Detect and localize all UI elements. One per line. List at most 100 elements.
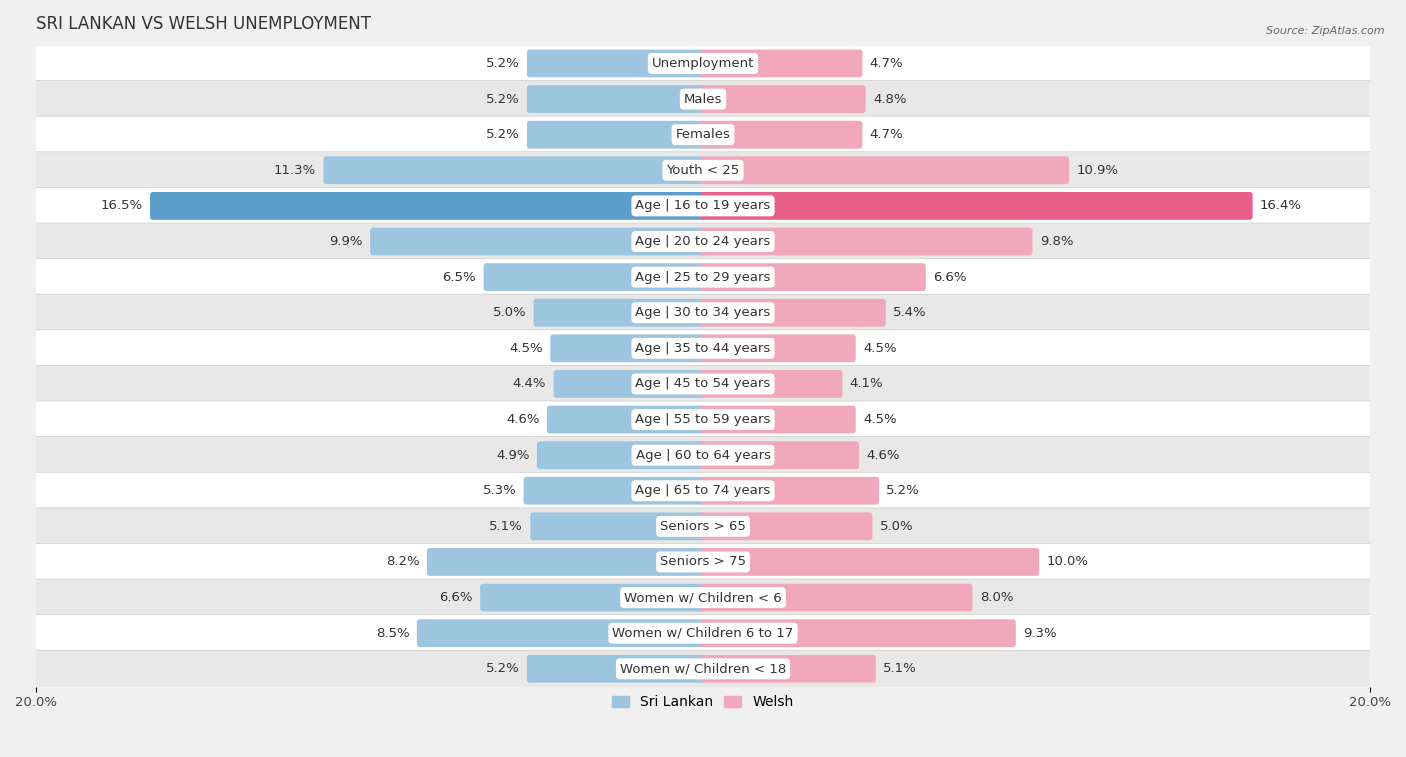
Text: 16.4%: 16.4% [1260,199,1302,213]
Text: 5.2%: 5.2% [886,484,920,497]
Text: 4.8%: 4.8% [873,92,907,105]
FancyBboxPatch shape [550,335,706,362]
FancyBboxPatch shape [481,584,706,612]
FancyBboxPatch shape [700,50,862,77]
Text: Unemployment: Unemployment [652,57,754,70]
Text: Women w/ Children < 6: Women w/ Children < 6 [624,591,782,604]
Text: Age | 30 to 34 years: Age | 30 to 34 years [636,307,770,319]
FancyBboxPatch shape [527,121,706,148]
Text: 5.0%: 5.0% [880,520,914,533]
Text: Age | 35 to 44 years: Age | 35 to 44 years [636,342,770,355]
FancyBboxPatch shape [35,472,1371,509]
Text: Males: Males [683,92,723,105]
FancyBboxPatch shape [323,157,706,184]
FancyBboxPatch shape [35,188,1371,224]
Text: 4.7%: 4.7% [870,57,904,70]
Text: 4.5%: 4.5% [863,342,897,355]
FancyBboxPatch shape [35,579,1371,616]
FancyBboxPatch shape [35,45,1371,82]
FancyBboxPatch shape [700,655,876,683]
FancyBboxPatch shape [537,441,706,469]
FancyBboxPatch shape [427,548,706,576]
Text: 9.3%: 9.3% [1024,627,1057,640]
FancyBboxPatch shape [35,615,1371,652]
FancyBboxPatch shape [700,512,872,540]
FancyBboxPatch shape [700,406,856,434]
Text: 10.9%: 10.9% [1077,164,1119,177]
Text: 9.9%: 9.9% [329,235,363,248]
FancyBboxPatch shape [370,228,706,255]
Text: 4.1%: 4.1% [849,378,883,391]
FancyBboxPatch shape [416,619,706,647]
FancyBboxPatch shape [700,370,842,398]
FancyBboxPatch shape [700,192,1253,220]
Text: 8.0%: 8.0% [980,591,1014,604]
Text: 4.6%: 4.6% [866,449,900,462]
FancyBboxPatch shape [700,157,1069,184]
FancyBboxPatch shape [534,299,706,326]
FancyBboxPatch shape [35,330,1371,367]
FancyBboxPatch shape [530,512,706,540]
Text: 16.5%: 16.5% [101,199,143,213]
Text: Age | 16 to 19 years: Age | 16 to 19 years [636,199,770,213]
Text: Age | 45 to 54 years: Age | 45 to 54 years [636,378,770,391]
FancyBboxPatch shape [35,259,1371,296]
Text: 6.5%: 6.5% [443,270,477,284]
Text: 8.2%: 8.2% [385,556,419,569]
Text: Women w/ Children < 18: Women w/ Children < 18 [620,662,786,675]
FancyBboxPatch shape [35,80,1371,117]
Text: 4.6%: 4.6% [506,413,540,426]
Text: Age | 20 to 24 years: Age | 20 to 24 years [636,235,770,248]
FancyBboxPatch shape [700,263,925,291]
FancyBboxPatch shape [35,650,1371,687]
FancyBboxPatch shape [35,223,1371,260]
Text: 10.0%: 10.0% [1046,556,1088,569]
FancyBboxPatch shape [35,294,1371,332]
Text: 5.3%: 5.3% [482,484,516,497]
FancyBboxPatch shape [527,86,706,113]
FancyBboxPatch shape [700,584,973,612]
FancyBboxPatch shape [700,441,859,469]
Text: 4.4%: 4.4% [513,378,547,391]
Text: Women w/ Children 6 to 17: Women w/ Children 6 to 17 [613,627,793,640]
Text: 11.3%: 11.3% [274,164,316,177]
FancyBboxPatch shape [547,406,706,434]
FancyBboxPatch shape [527,655,706,683]
FancyBboxPatch shape [700,548,1039,576]
Text: Seniors > 75: Seniors > 75 [659,556,747,569]
Text: Source: ZipAtlas.com: Source: ZipAtlas.com [1267,26,1385,36]
Text: 4.7%: 4.7% [870,128,904,142]
Text: 5.2%: 5.2% [486,662,520,675]
FancyBboxPatch shape [700,228,1032,255]
Text: Age | 60 to 64 years: Age | 60 to 64 years [636,449,770,462]
FancyBboxPatch shape [554,370,706,398]
FancyBboxPatch shape [700,335,856,362]
FancyBboxPatch shape [523,477,706,505]
FancyBboxPatch shape [700,619,1015,647]
Text: 4.5%: 4.5% [509,342,543,355]
Text: 4.5%: 4.5% [863,413,897,426]
FancyBboxPatch shape [700,86,866,113]
FancyBboxPatch shape [35,437,1371,474]
FancyBboxPatch shape [35,151,1371,188]
Text: Age | 25 to 29 years: Age | 25 to 29 years [636,270,770,284]
Text: Youth < 25: Youth < 25 [666,164,740,177]
Text: 5.1%: 5.1% [883,662,917,675]
Text: 5.4%: 5.4% [893,307,927,319]
FancyBboxPatch shape [35,544,1371,581]
FancyBboxPatch shape [150,192,706,220]
FancyBboxPatch shape [35,116,1371,153]
Text: Seniors > 65: Seniors > 65 [659,520,747,533]
FancyBboxPatch shape [484,263,706,291]
Text: 6.6%: 6.6% [440,591,472,604]
Legend: Sri Lankan, Welsh: Sri Lankan, Welsh [607,690,799,715]
Text: 5.2%: 5.2% [486,128,520,142]
FancyBboxPatch shape [35,366,1371,403]
Text: Age | 55 to 59 years: Age | 55 to 59 years [636,413,770,426]
Text: Age | 65 to 74 years: Age | 65 to 74 years [636,484,770,497]
Text: 8.5%: 8.5% [375,627,409,640]
Text: 5.2%: 5.2% [486,57,520,70]
Text: 5.0%: 5.0% [492,307,526,319]
Text: 5.2%: 5.2% [486,92,520,105]
Text: 9.8%: 9.8% [1040,235,1073,248]
